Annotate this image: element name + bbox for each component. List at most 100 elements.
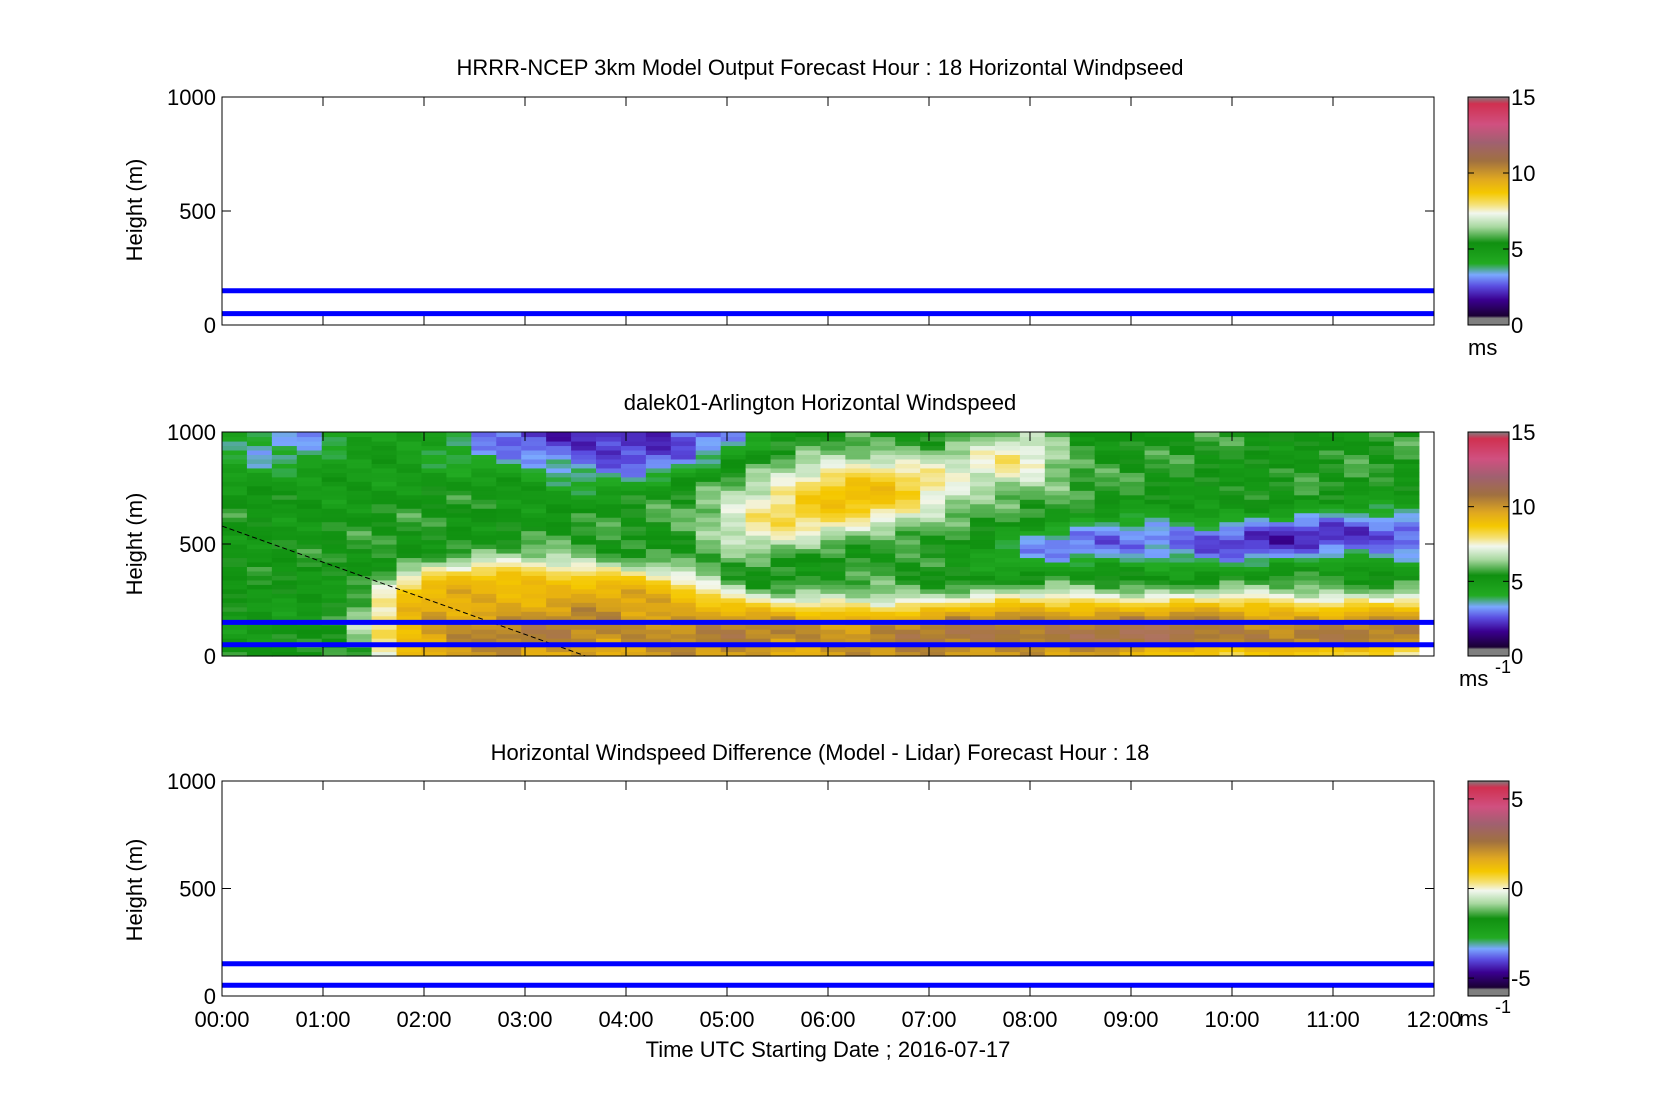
heatmap-cell: [321, 472, 348, 478]
heatmap-cell: [645, 602, 672, 608]
heatmap-cell: [1269, 579, 1295, 585]
heatmap-cell: [571, 503, 597, 509]
heatmap-cell: [720, 638, 747, 644]
heatmap-cell: [596, 440, 622, 447]
heatmap-cell: [745, 593, 772, 599]
heatmap-cell: [845, 561, 871, 567]
heatmap-cell: [820, 517, 846, 523]
heatmap-cell: [645, 544, 672, 550]
heatmap-cell: [271, 593, 298, 599]
panel-difference: Horizontal Windspeed Difference (Model -…: [122, 740, 1531, 1032]
heatmap-cell: [521, 544, 547, 550]
heatmap-cell: [895, 624, 921, 630]
heatmap-cell: [271, 490, 298, 496]
heatmap-cell: [496, 588, 522, 594]
heatmap-cell: [645, 476, 672, 482]
heatmap-cell: [1269, 548, 1295, 554]
heatmap-cell: [1169, 615, 1196, 621]
heatmap-cell: [1393, 629, 1420, 635]
heatmap-cell: [895, 647, 921, 653]
heatmap-cell: [770, 602, 797, 608]
heatmap-cell: [1194, 436, 1220, 442]
heatmap-cell: [446, 647, 472, 653]
heatmap-cell: [222, 530, 248, 536]
heatmap-cell: [895, 485, 921, 491]
heatmap-cell: [222, 602, 248, 608]
heatmap-cell: [745, 544, 772, 550]
heatmap-cell: [371, 517, 398, 523]
heatmap-cell: [371, 611, 398, 617]
heatmap-cell: [1244, 490, 1270, 496]
heatmap-cell: [1194, 503, 1220, 509]
heatmap-cell: [1368, 552, 1395, 559]
heatmap-cell: [745, 499, 772, 505]
heatmap-cell: [920, 499, 946, 505]
heatmap-cell: [571, 579, 597, 585]
heatmap-cell: [645, 651, 672, 657]
heatmap-cell: [1269, 557, 1295, 563]
heatmap-cell: [1119, 552, 1146, 559]
heatmap-cell: [371, 588, 398, 594]
heatmap-cell: [1219, 557, 1245, 563]
heatmap-cell: [645, 575, 672, 581]
heatmap-cell: [596, 624, 622, 630]
heatmap-cell: [546, 611, 572, 617]
heatmap-cell: [271, 481, 298, 487]
heatmap-cell: [246, 615, 273, 621]
heatmap-cell: [695, 508, 722, 514]
heatmap-cell: [1368, 602, 1395, 608]
heatmap-cell: [1144, 629, 1171, 635]
heatmap-cell: [1344, 503, 1370, 509]
heatmap-cell: [920, 557, 946, 563]
heatmap-cell: [970, 485, 996, 491]
heatmap-cell: [1294, 566, 1320, 572]
heatmap-cell: [1044, 638, 1071, 644]
heatmap-cell: [396, 440, 423, 447]
heatmap-cell: [795, 588, 822, 594]
heatmap-cell: [546, 508, 572, 514]
heatmap-cell: [1344, 454, 1370, 460]
heatmap-cell: [346, 633, 373, 639]
heatmap-cell: [371, 458, 398, 464]
heatmap-cell: [1393, 579, 1420, 585]
heatmap-cell: [1294, 552, 1320, 559]
heatmap-cell: [571, 490, 597, 496]
heatmap-cell: [296, 579, 323, 585]
heatmap-cell: [820, 593, 846, 599]
heatmap-cell: [1269, 602, 1295, 608]
heatmap-cell: [820, 535, 846, 541]
heatmap-cell: [446, 566, 472, 572]
heatmap-cell: [795, 521, 822, 527]
heatmap-cell: [222, 440, 248, 447]
heatmap-cell: [321, 552, 348, 559]
heatmap-cell: [970, 606, 996, 612]
heatmap-cell: [1269, 440, 1295, 447]
plot-background: [222, 781, 1434, 996]
heatmap-cell: [895, 458, 921, 464]
heatmap-cell: [1219, 539, 1245, 545]
heatmap-cell: [620, 548, 647, 554]
heatmap-cell: [1244, 629, 1270, 635]
heatmap-cell: [246, 485, 273, 491]
heatmap-cell: [720, 445, 747, 451]
heatmap-cell: [695, 606, 722, 612]
heatmap-cell: [1319, 476, 1345, 482]
heatmap-cell: [820, 539, 846, 545]
heatmap-cell: [620, 647, 647, 653]
heatmap-cell: [994, 570, 1021, 576]
heatmap-cell: [1044, 530, 1071, 536]
heatmap-cell: [471, 611, 497, 617]
heatmap-cell: [1119, 436, 1146, 442]
heatmap-cell: [970, 602, 996, 608]
heatmap-cell: [1269, 508, 1295, 514]
heatmap-cell: [222, 593, 248, 599]
heatmap-cell: [1319, 436, 1345, 442]
heatmap-cell: [246, 539, 273, 545]
heatmap-cell: [820, 458, 846, 464]
heatmap-cell: [496, 539, 522, 545]
heatmap-cell: [620, 454, 647, 460]
heatmap-cell: [246, 638, 273, 644]
heatmap-cell: [945, 602, 971, 608]
heatmap-cell: [1069, 611, 1096, 617]
heatmap-cell: [745, 548, 772, 554]
